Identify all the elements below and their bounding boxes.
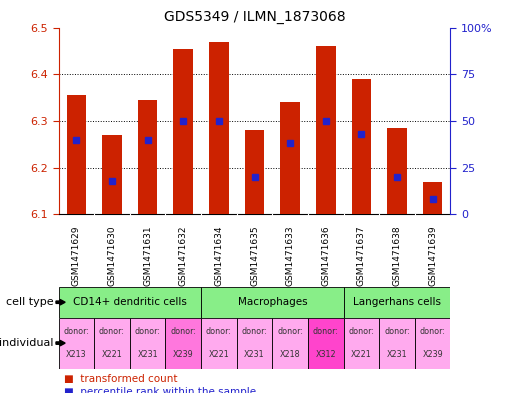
Text: donor:: donor: <box>99 327 125 336</box>
Bar <box>415 318 450 369</box>
Bar <box>201 318 237 369</box>
Bar <box>245 130 264 214</box>
Bar <box>308 318 344 369</box>
Text: X231: X231 <box>137 350 158 359</box>
Text: GSM1471637: GSM1471637 <box>357 225 366 286</box>
Text: X221: X221 <box>209 350 229 359</box>
Text: X231: X231 <box>387 350 407 359</box>
Text: donor:: donor: <box>170 327 196 336</box>
Bar <box>201 287 344 318</box>
Text: donor:: donor: <box>419 327 446 336</box>
Text: GSM1471633: GSM1471633 <box>286 225 295 286</box>
Bar <box>280 102 300 214</box>
Text: GSM1471636: GSM1471636 <box>321 225 330 286</box>
Bar <box>59 287 201 318</box>
Text: donor:: donor: <box>348 327 375 336</box>
Text: CD14+ dendritic cells: CD14+ dendritic cells <box>73 297 187 307</box>
Text: X312: X312 <box>316 350 336 359</box>
Bar <box>344 318 379 369</box>
Text: GSM1471639: GSM1471639 <box>428 225 437 286</box>
Text: ■  percentile rank within the sample: ■ percentile rank within the sample <box>64 387 256 393</box>
Text: GSM1471632: GSM1471632 <box>179 225 188 286</box>
Text: X231: X231 <box>244 350 265 359</box>
Text: X221: X221 <box>351 350 372 359</box>
Bar <box>67 95 86 214</box>
Text: GSM1471629: GSM1471629 <box>72 225 81 286</box>
Text: GDS5349 / ILMN_1873068: GDS5349 / ILMN_1873068 <box>164 10 345 24</box>
Bar <box>423 182 442 214</box>
Text: donor:: donor: <box>241 327 268 336</box>
Bar <box>130 318 165 369</box>
Text: X221: X221 <box>102 350 122 359</box>
Bar <box>237 318 272 369</box>
Text: donor:: donor: <box>206 327 232 336</box>
Bar <box>352 79 371 214</box>
Text: GSM1471630: GSM1471630 <box>107 225 117 286</box>
Text: GSM1471638: GSM1471638 <box>392 225 402 286</box>
Bar <box>165 318 201 369</box>
Bar <box>94 318 130 369</box>
Text: X218: X218 <box>280 350 300 359</box>
Bar <box>316 46 335 214</box>
Text: donor:: donor: <box>384 327 410 336</box>
Bar <box>174 48 193 214</box>
Text: ■  transformed count: ■ transformed count <box>64 374 177 384</box>
Bar <box>102 135 122 214</box>
Text: cell type: cell type <box>6 297 53 307</box>
Text: X239: X239 <box>422 350 443 359</box>
Text: donor:: donor: <box>277 327 303 336</box>
Text: X213: X213 <box>66 350 87 359</box>
Text: donor:: donor: <box>134 327 161 336</box>
Text: Macrophages: Macrophages <box>238 297 307 307</box>
Text: GSM1471635: GSM1471635 <box>250 225 259 286</box>
Text: Langerhans cells: Langerhans cells <box>353 297 441 307</box>
Text: donor:: donor: <box>313 327 339 336</box>
Bar <box>344 287 450 318</box>
Text: GSM1471631: GSM1471631 <box>143 225 152 286</box>
Bar <box>272 318 308 369</box>
Text: donor:: donor: <box>63 327 90 336</box>
Text: GSM1471634: GSM1471634 <box>214 225 223 286</box>
Bar <box>387 128 407 214</box>
Bar <box>59 318 94 369</box>
Bar <box>209 42 229 214</box>
Bar <box>138 100 157 214</box>
Bar <box>379 318 415 369</box>
Text: individual: individual <box>0 338 53 348</box>
Text: X239: X239 <box>173 350 193 359</box>
